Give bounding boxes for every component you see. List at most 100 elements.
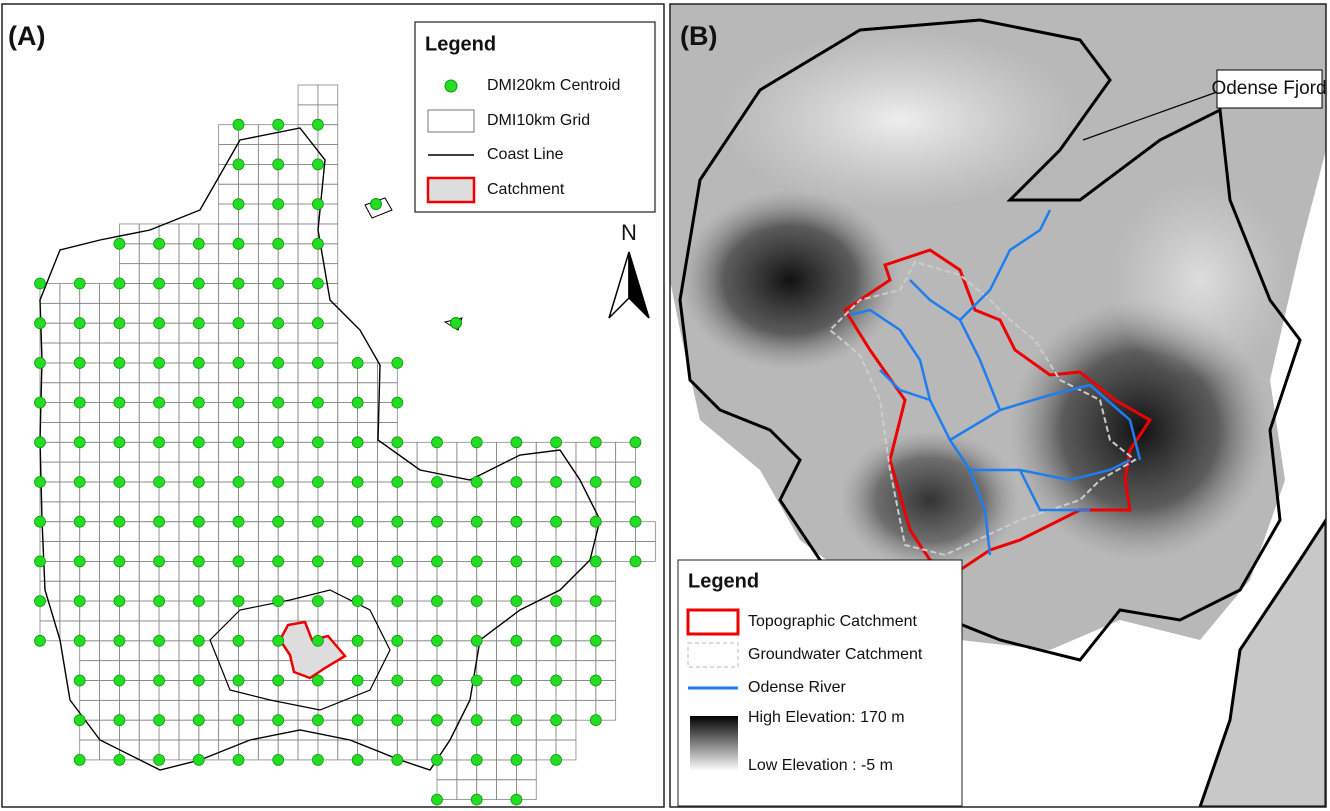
centroid (352, 635, 363, 646)
centroid (590, 635, 601, 646)
centroid (511, 516, 522, 527)
centroid (233, 675, 244, 686)
legend-item: DMI20km Centroid (487, 77, 620, 94)
centroid (630, 516, 641, 527)
centroid (114, 238, 125, 249)
centroid (193, 318, 204, 329)
centroid (114, 318, 125, 329)
centroid (193, 754, 204, 765)
centroid (114, 477, 125, 488)
centroid (312, 119, 323, 130)
centroid (511, 437, 522, 448)
centroid (590, 437, 601, 448)
centroid (352, 596, 363, 607)
centroid (233, 159, 244, 170)
centroid (312, 357, 323, 368)
centroid (114, 596, 125, 607)
centroid (233, 437, 244, 448)
centroid (35, 477, 46, 488)
centroid (392, 596, 403, 607)
centroid (273, 238, 284, 249)
centroid (154, 556, 165, 567)
centroid (233, 318, 244, 329)
legend-title: Legend (688, 570, 759, 592)
centroid (471, 754, 482, 765)
centroid (233, 278, 244, 289)
centroid (511, 477, 522, 488)
centroid (233, 754, 244, 765)
centroid (590, 516, 601, 527)
centroid (35, 278, 46, 289)
centroid (35, 437, 46, 448)
legend-symbol (428, 110, 474, 132)
centroid (154, 477, 165, 488)
centroid (471, 675, 482, 686)
legend-item: Topographic Catchment (748, 613, 918, 630)
legend-title: Legend (425, 33, 496, 55)
legend-symbol (688, 610, 738, 634)
centroid (392, 675, 403, 686)
centroid (471, 596, 482, 607)
centroid (74, 754, 85, 765)
centroid (511, 596, 522, 607)
centroid (511, 675, 522, 686)
callout-label: Odense Fjord (1211, 78, 1326, 99)
centroid (352, 754, 363, 765)
centroid (74, 397, 85, 408)
north-label: N (621, 220, 637, 245)
centroid (154, 318, 165, 329)
centroid (35, 635, 46, 646)
centroid (352, 556, 363, 567)
centroid (551, 715, 562, 726)
centroid (154, 596, 165, 607)
centroid (233, 715, 244, 726)
centroid (432, 675, 443, 686)
centroid (590, 715, 601, 726)
centroid (432, 754, 443, 765)
centroid (273, 278, 284, 289)
centroid (392, 635, 403, 646)
centroid (590, 675, 601, 686)
centroid (74, 516, 85, 527)
centroid (114, 397, 125, 408)
centroid (352, 516, 363, 527)
centroid (432, 437, 443, 448)
centroid (74, 357, 85, 368)
centroid (511, 635, 522, 646)
centroid (352, 477, 363, 488)
centroid (551, 596, 562, 607)
centroid (371, 199, 382, 210)
centroid (551, 635, 562, 646)
centroid (312, 397, 323, 408)
centroid (154, 715, 165, 726)
centroid (312, 238, 323, 249)
centroid (630, 477, 641, 488)
centroid (352, 357, 363, 368)
centroid (392, 516, 403, 527)
centroid (273, 754, 284, 765)
centroid (590, 596, 601, 607)
legend-item: Odense River (748, 679, 846, 696)
centroid (392, 754, 403, 765)
centroid (551, 556, 562, 567)
centroid (551, 477, 562, 488)
centroid (352, 437, 363, 448)
centroid (273, 437, 284, 448)
centroid (154, 675, 165, 686)
centroid (273, 397, 284, 408)
centroid (74, 318, 85, 329)
centroid (312, 278, 323, 289)
legend-item: Catchment (487, 181, 565, 198)
centroid (35, 318, 46, 329)
centroid (35, 596, 46, 607)
centroid (114, 635, 125, 646)
centroid (114, 437, 125, 448)
centroid (35, 516, 46, 527)
centroid (630, 556, 641, 567)
centroid (193, 596, 204, 607)
centroid (114, 278, 125, 289)
legend-item: Coast Line (487, 146, 564, 163)
centroid (273, 477, 284, 488)
centroid (352, 715, 363, 726)
centroid (114, 675, 125, 686)
